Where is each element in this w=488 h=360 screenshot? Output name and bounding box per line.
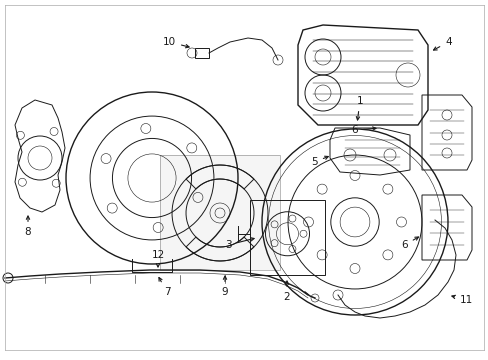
Text: 8: 8 [24, 216, 31, 237]
Text: 2: 2 [283, 281, 290, 302]
Bar [160, 155, 280, 270]
Text: 1: 1 [356, 96, 363, 120]
Text: 6: 6 [401, 237, 418, 250]
Text: 9: 9 [221, 276, 228, 297]
Text: 10: 10 [163, 37, 189, 48]
Text: 3: 3 [224, 238, 254, 250]
Text: 11: 11 [451, 295, 472, 305]
Bar [160, 155, 280, 270]
Text: 12: 12 [151, 250, 164, 267]
Bar [195, 48, 208, 58]
Text: 6: 6 [351, 125, 375, 135]
Text: 7: 7 [159, 278, 170, 297]
Text: 4: 4 [433, 37, 451, 50]
Bar [249, 200, 325, 275]
Text: 5: 5 [311, 156, 327, 167]
